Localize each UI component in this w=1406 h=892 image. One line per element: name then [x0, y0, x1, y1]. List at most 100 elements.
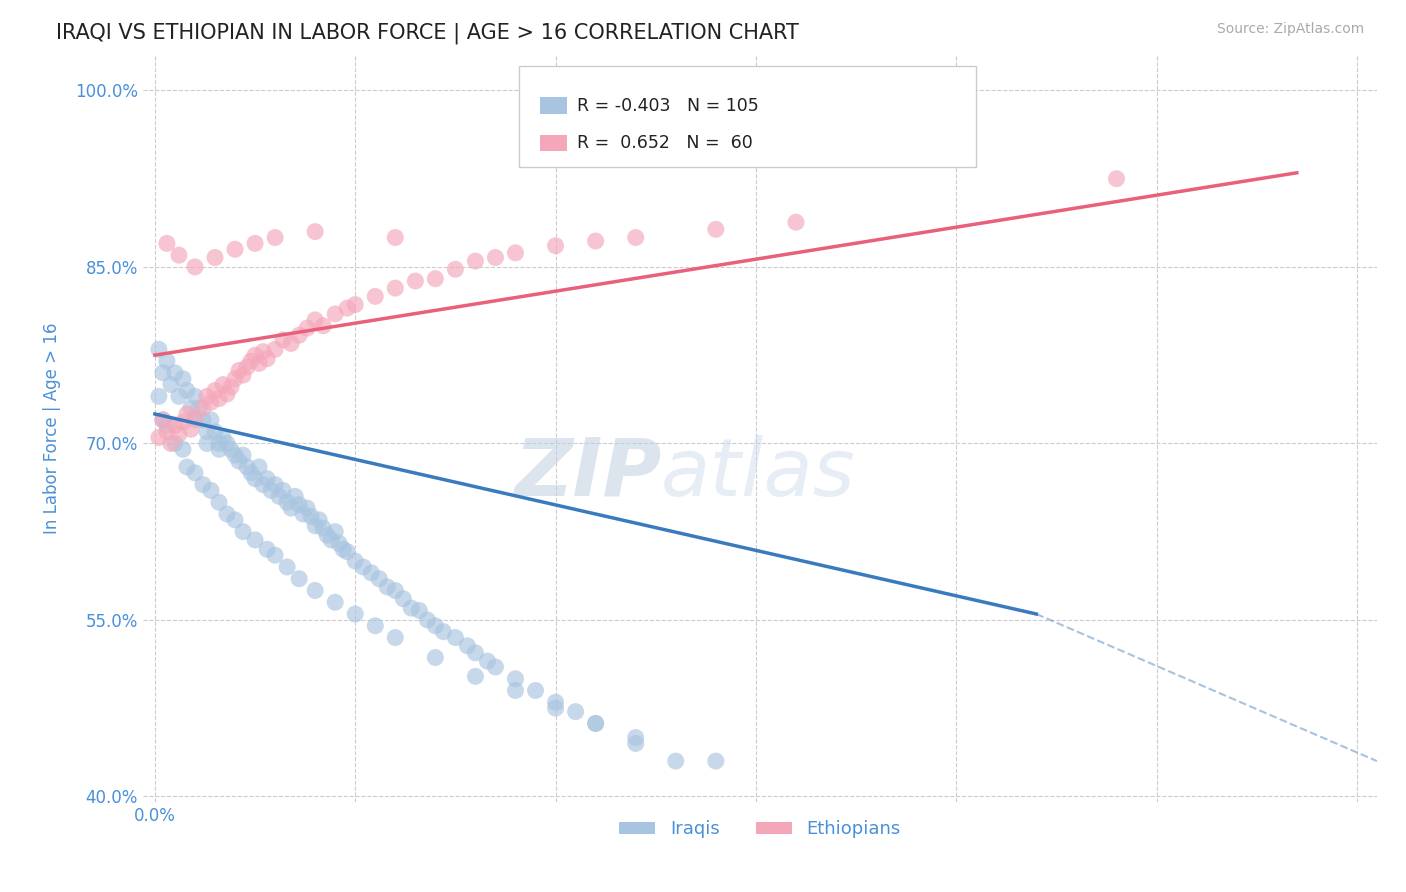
Point — [704, 222, 727, 236]
Point — [425, 271, 447, 285]
Point — [336, 301, 359, 315]
Point — [344, 297, 367, 311]
Point — [304, 518, 326, 533]
Point — [484, 251, 506, 265]
Point — [408, 603, 430, 617]
Point — [180, 422, 202, 436]
Point — [152, 413, 174, 427]
Text: R =  0.652   N =  60: R = 0.652 N = 60 — [578, 134, 754, 152]
Point — [191, 401, 214, 416]
Point — [200, 483, 222, 498]
Point — [505, 245, 527, 260]
Point — [624, 731, 647, 745]
Point — [204, 425, 226, 439]
Point — [163, 418, 186, 433]
Point — [704, 754, 727, 768]
Point — [243, 236, 266, 251]
Point — [208, 442, 231, 457]
Point — [308, 513, 330, 527]
Point — [344, 554, 367, 568]
Point — [484, 660, 506, 674]
Point — [243, 472, 266, 486]
Point — [416, 613, 439, 627]
Point — [269, 489, 291, 503]
Point — [236, 359, 259, 374]
Point — [184, 466, 207, 480]
Point — [332, 542, 354, 557]
Point — [200, 395, 222, 409]
Point — [195, 389, 218, 403]
Y-axis label: In Labor Force | Age > 16: In Labor Force | Age > 16 — [44, 323, 60, 534]
Point — [585, 234, 607, 248]
Point — [404, 274, 426, 288]
Point — [219, 380, 242, 394]
Point — [180, 401, 202, 416]
Point — [184, 413, 207, 427]
Point — [364, 289, 387, 303]
Point — [288, 498, 311, 512]
Point — [299, 509, 322, 524]
Point — [160, 436, 183, 450]
Legend: Iraqis, Ethiopians: Iraqis, Ethiopians — [612, 814, 908, 846]
Point — [544, 695, 567, 709]
Point — [184, 260, 207, 274]
Point — [544, 701, 567, 715]
Point — [240, 466, 263, 480]
Point — [156, 354, 179, 368]
Point — [172, 415, 194, 429]
Point — [312, 521, 335, 535]
Point — [280, 336, 302, 351]
Point — [236, 459, 259, 474]
Point — [785, 215, 807, 229]
Point — [264, 548, 287, 562]
Point — [156, 236, 179, 251]
Point — [232, 368, 254, 383]
Point — [224, 448, 246, 462]
Point — [256, 542, 278, 557]
Point — [384, 583, 406, 598]
Point — [284, 489, 307, 503]
Point — [624, 230, 647, 244]
Point — [384, 281, 406, 295]
Point — [352, 560, 374, 574]
Point — [247, 356, 270, 370]
Point — [152, 413, 174, 427]
Text: R = -0.403   N = 105: R = -0.403 N = 105 — [578, 96, 759, 114]
Point — [368, 572, 391, 586]
Point — [260, 483, 283, 498]
Point — [1105, 171, 1128, 186]
Point — [152, 366, 174, 380]
Point — [148, 431, 170, 445]
Point — [392, 591, 415, 606]
Point — [321, 533, 343, 547]
Point — [271, 333, 294, 347]
Point — [184, 389, 207, 403]
Point — [271, 483, 294, 498]
Point — [304, 583, 326, 598]
Point — [176, 384, 198, 398]
Point — [304, 225, 326, 239]
Point — [585, 716, 607, 731]
Point — [316, 528, 339, 542]
Point — [564, 705, 586, 719]
Point — [505, 672, 527, 686]
Text: atlas: atlas — [661, 434, 856, 513]
Point — [464, 254, 486, 268]
Point — [425, 650, 447, 665]
Point — [191, 477, 214, 491]
Point — [195, 425, 218, 439]
Point — [464, 646, 486, 660]
Point — [176, 407, 198, 421]
FancyBboxPatch shape — [519, 66, 976, 167]
Point — [156, 418, 179, 433]
Point — [243, 533, 266, 547]
Point — [243, 348, 266, 362]
Point — [252, 477, 274, 491]
Point — [224, 242, 246, 256]
Point — [477, 654, 499, 668]
Point — [156, 425, 179, 439]
Point — [323, 524, 346, 539]
Point — [247, 459, 270, 474]
Point — [264, 230, 287, 244]
Point — [191, 413, 214, 427]
